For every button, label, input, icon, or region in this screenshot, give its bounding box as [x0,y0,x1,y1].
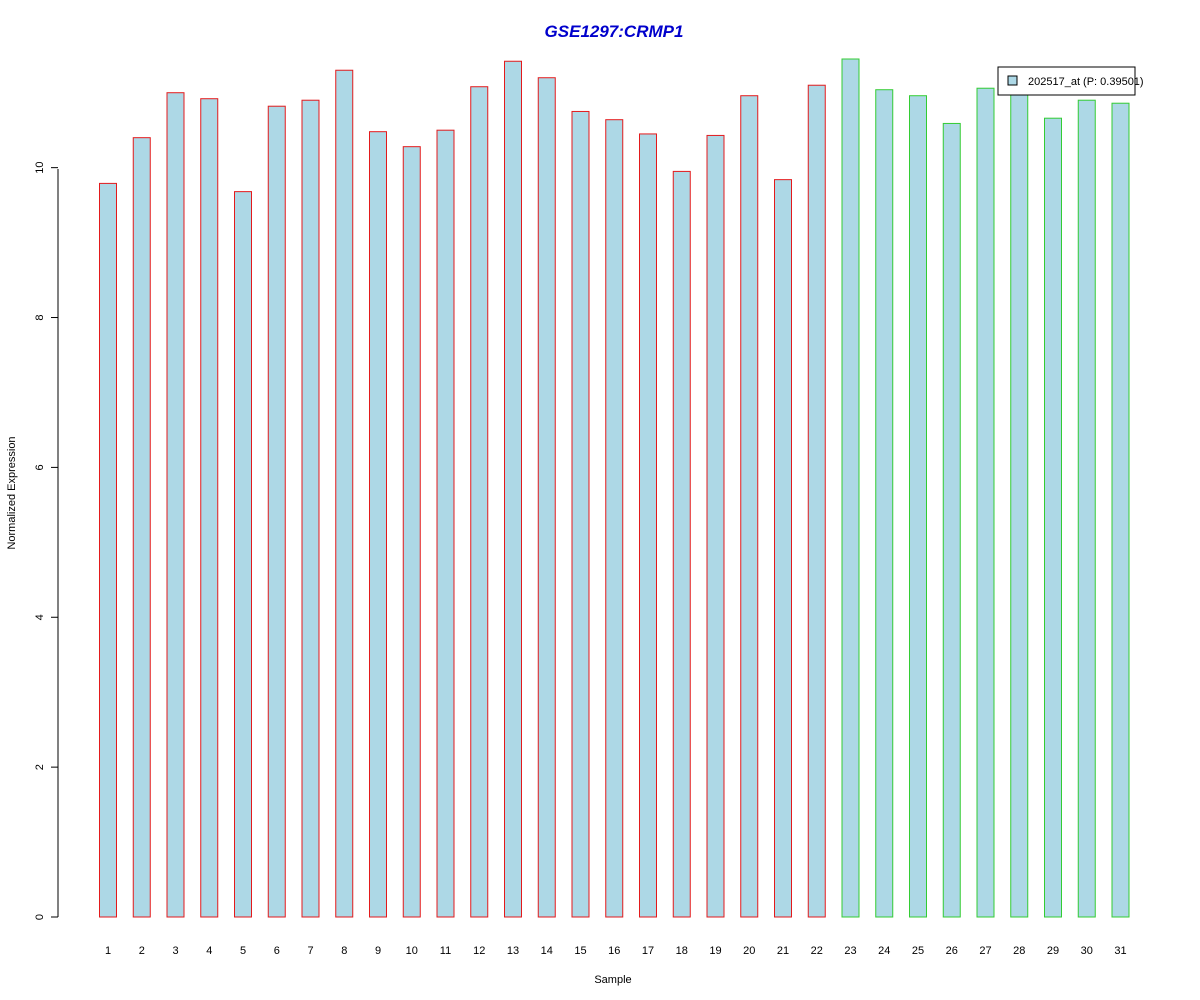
bar-sample-11 [436,129,455,918]
x-tick-label: 6 [274,945,280,957]
bar-sample-19 [706,134,725,918]
bar-sample-30 [1077,99,1096,918]
y-tick-label: 2 [34,764,46,770]
x-tick-label: 26 [946,945,958,957]
y-axis-label: Normalized Expression [6,436,18,549]
y-tick-label: 6 [34,464,46,470]
x-tick-labels: 1 2 3 4 5 6 7 8 9 10 11 12 13 14 15 16 17 18 19 20 21 22 23 24 2… [105,945,1127,957]
bar-sample-8 [335,69,354,918]
bar-sample-1 [99,182,117,918]
x-tick-label: 10 [406,945,418,957]
x-tick-label: 14 [541,945,553,957]
x-tick-label: 28 [1013,945,1025,957]
x-tick-label: 5 [240,945,246,957]
bar-sample-18 [672,170,691,918]
bar-sample-12 [470,86,489,918]
x-tick-label: 3 [172,945,178,957]
bar-sample-6 [267,105,286,918]
legend: 202517_at (P: 0.39501) [997,66,1144,96]
bar-sample-27 [976,87,995,918]
bar-sample-24 [875,89,894,918]
x-tick-label: 27 [979,945,991,957]
bar-sample-3 [166,92,185,918]
x-tick-label: 15 [574,945,586,957]
x-tick-label: 20 [743,945,755,957]
x-tick-label: 13 [507,945,519,957]
bar-sample-2 [132,137,151,918]
bar-sample-21 [774,179,792,918]
x-tick-label: 24 [878,945,890,957]
bar-sample-13 [504,60,522,918]
y-tick-label: 8 [34,314,46,320]
bar-sample-16 [605,119,624,918]
y-tick-label: 0 [34,914,46,920]
bar-sample-29 [1044,117,1062,918]
x-tick-label: 12 [473,945,485,957]
bar-sample-22 [807,84,826,918]
bar-sample-5 [234,191,252,918]
x-tick-label: 31 [1114,945,1126,957]
x-tick-label: 23 [844,945,856,957]
bar-sample-23 [841,58,860,918]
x-tick-label: 18 [676,945,688,957]
bar-sample-20 [740,95,759,918]
chart-title: GSE1297:CRMP1 [545,22,684,41]
x-tick-label: 21 [777,945,789,957]
x-tick-label: 30 [1081,945,1093,957]
x-tick-label: 2 [139,945,145,957]
bar-sample-10 [402,146,421,918]
x-tick-label: 22 [811,945,823,957]
bar-sample-9 [369,131,387,918]
x-tick-label: 29 [1047,945,1059,957]
x-tick-label: 17 [642,945,654,957]
bar-sample-28 [1010,92,1029,918]
legend-box [997,66,1136,96]
x-tick-label: 19 [709,945,721,957]
x-tick-label: 25 [912,945,924,957]
x-tick-label: 16 [608,945,620,957]
legend-label: 202517_at (P: 0.39501) [1028,76,1144,88]
legend-swatch [1007,75,1018,86]
x-tick-label: 11 [440,945,451,957]
bar-sample-15 [571,110,590,918]
bar-sample-7 [301,99,320,918]
bar-sample-25 [909,95,927,918]
bar-sample-4 [200,98,219,918]
y-tick-label: 10 [34,162,46,174]
y-axis: 0 2 4 6 8 10 [34,162,59,920]
x-tick-label: 8 [341,945,347,957]
x-tick-label: 9 [375,945,381,957]
x-axis-label: Sample [594,974,631,986]
x-tick-label: 7 [307,945,313,957]
x-tick-label: 1 [105,945,111,957]
bar-sample-14 [537,77,556,918]
bar-sample-17 [639,133,657,918]
bars [99,58,1130,918]
bar-sample-26 [942,122,961,918]
bar-sample-31 [1111,102,1130,918]
x-tick-label: 4 [206,945,212,957]
y-tick-label: 4 [34,614,46,620]
